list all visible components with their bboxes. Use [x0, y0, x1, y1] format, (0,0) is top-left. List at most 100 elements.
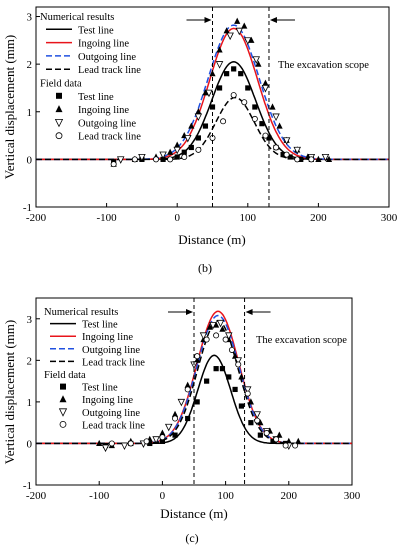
series-markers	[96, 319, 302, 453]
x-tick-label: -200	[26, 490, 47, 502]
legend-entry: Lead track line	[82, 357, 145, 368]
field-point-triangle-up	[194, 356, 201, 363]
field-point-triangle-up	[247, 398, 254, 405]
legend-heading-numerical: Numerical results	[40, 12, 114, 23]
field-point-circle	[283, 151, 290, 158]
field-point-circle	[294, 156, 301, 163]
field-point-circle	[167, 156, 174, 163]
field-point-triangle-up	[257, 419, 264, 426]
field-point-square	[287, 154, 293, 160]
legend-marker-square	[56, 92, 62, 99]
field-point-triangle-down	[173, 146, 181, 155]
field-point-triangle-up	[231, 352, 239, 359]
field-point-triangle-up	[325, 155, 333, 162]
field-point-triangle-up	[269, 103, 276, 110]
legend-entry: Lead track line	[78, 132, 141, 143]
field-point-triangle-up	[206, 323, 213, 330]
field-point-triangle-up	[262, 79, 269, 86]
field-point-square	[213, 366, 219, 372]
field-point-triangle-down	[164, 423, 173, 432]
field-point-square	[232, 386, 238, 393]
field-point-triangle-up	[315, 155, 322, 162]
field-point-triangle-down	[184, 134, 192, 143]
field-point-circle	[108, 440, 115, 447]
field-point-triangle-down	[209, 322, 217, 330]
field-point-triangle-up	[202, 89, 209, 96]
field-point-triangle-down	[235, 27, 244, 36]
field-point-triangle-down	[272, 113, 280, 122]
field-point-circle	[194, 353, 201, 360]
field-point-triangle-down	[199, 332, 208, 340]
field-point-square	[194, 399, 200, 405]
field-point-square	[245, 85, 251, 91]
field-point-triangle-down	[234, 357, 242, 365]
field-point-square	[226, 374, 232, 380]
legend-entry: Test line	[78, 25, 114, 36]
legend-heading-numerical: Numerical results	[44, 307, 118, 318]
field-point-square	[216, 85, 223, 91]
legend-marker-triangle-down	[54, 119, 64, 128]
field-point-triangle-down	[282, 137, 291, 145]
field-point-circle	[263, 430, 270, 437]
field-point-triangle-up	[276, 122, 283, 129]
field-point-circle	[195, 146, 202, 153]
field-point-triangle-down	[152, 436, 160, 444]
legend-entry: Ingoing line	[82, 332, 133, 343]
field-point-triangle-down	[321, 153, 330, 162]
field-point-circle	[153, 156, 160, 163]
field-point-circle	[254, 417, 261, 424]
field-point-circle	[251, 115, 258, 122]
field-point-circle	[181, 153, 188, 160]
field-point-triangle-up	[295, 437, 302, 444]
legend-entry: Ingoing line	[78, 39, 129, 50]
field-point-square	[259, 121, 265, 127]
field-point-circle	[235, 361, 242, 368]
field-point-square	[252, 104, 258, 110]
field-point-square	[298, 156, 304, 162]
legend-entry: Test line	[82, 383, 118, 394]
legend-entry: Outgoing line	[78, 118, 136, 129]
x-tick-label: 100	[217, 490, 234, 502]
field-point-circle	[159, 434, 166, 441]
field-point-square	[238, 403, 244, 409]
chart-b: -200 -100 0 100 200 300 -1 0 1 2 3 The excavation…	[2, 6, 398, 275]
y-tick-label: 2	[27, 59, 33, 71]
x-tick-label: 0	[160, 490, 166, 502]
field-point-triangle-down	[252, 56, 261, 64]
field-point-triangle-down	[120, 442, 129, 451]
field-point-triangle-up	[96, 439, 103, 447]
field-point-triangle-down	[253, 411, 261, 419]
field-point-circle	[292, 442, 299, 449]
x-axis-label: Distance (m)	[160, 506, 228, 521]
field-point-triangle-up	[219, 325, 226, 332]
field-point-square	[160, 156, 166, 162]
x-ticks: -200 -100 0 100 200 300	[26, 203, 398, 224]
field-point-square	[185, 415, 191, 422]
y-ticks: -1 0 1 2 3	[23, 12, 40, 214]
legend-entry: Outgoing line	[78, 52, 136, 63]
field-point-triangle-up	[248, 36, 255, 43]
field-point-triangle-up	[171, 410, 179, 417]
field-point-triangle-up	[188, 122, 195, 129]
field-point-triangle-down	[244, 37, 252, 45]
field-point-square	[248, 420, 254, 426]
annotation-label: The excavation scope	[278, 60, 369, 71]
field-point-circle	[308, 156, 315, 163]
legend-entry: Test line	[82, 320, 118, 331]
field-point-square	[147, 440, 153, 447]
x-ticks: -200 -100 0 100 200 300	[26, 481, 361, 502]
y-tick-label: 3	[27, 314, 33, 326]
legend-marker-circle	[59, 420, 67, 428]
field-point-square	[238, 71, 244, 77]
legend-heading-field: Field data	[40, 79, 82, 90]
field-point-square	[270, 438, 276, 444]
field-point-triangle-up	[159, 429, 166, 436]
field-point-circle	[282, 442, 289, 449]
legend-entry: Lead track line	[78, 65, 141, 76]
field-point-circle	[184, 386, 191, 393]
legend-marker-circle	[55, 132, 63, 140]
legend-entry: Outgoing line	[82, 408, 140, 419]
arrow-left-icon	[269, 17, 277, 23]
chart-c: -200 -100 0 100 200 300 -1 0 1 2 3 The excavation…	[2, 297, 361, 545]
